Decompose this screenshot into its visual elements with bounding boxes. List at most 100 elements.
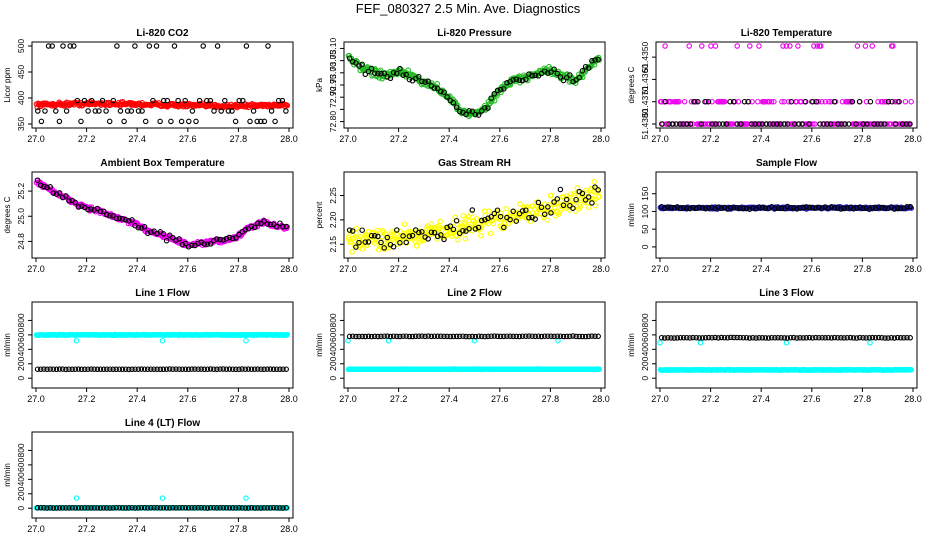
data-point — [88, 366, 94, 372]
chart-temperature: Li-820 Temperature degrees C 27.0 27.2 27.4 2… — [627, 28, 922, 144]
data-point — [519, 77, 526, 84]
chart-title: Sample Flow — [756, 158, 817, 169]
data-point — [82, 366, 88, 373]
data-point — [280, 223, 286, 230]
data-point — [38, 118, 45, 125]
data-point — [591, 178, 597, 185]
data-point — [850, 206, 857, 212]
data-point — [409, 232, 416, 239]
x-tick-label: 27.8 — [542, 134, 560, 144]
data-point — [582, 197, 589, 203]
y-tick-label: 600 — [16, 458, 26, 472]
data-point — [491, 333, 498, 339]
data-point — [557, 74, 564, 80]
data-point — [504, 333, 510, 339]
y-tick-label: 73.10 — [328, 38, 338, 60]
data-point — [774, 121, 780, 127]
data-point — [724, 206, 731, 212]
y-tick-label: 600 — [640, 328, 650, 342]
series-scan-samples — [658, 203, 913, 212]
series-2-5-min-average — [33, 495, 291, 511]
data-point — [236, 505, 242, 511]
data-point — [901, 205, 907, 211]
data-point — [50, 190, 57, 196]
data-point — [817, 121, 823, 127]
data-point — [258, 118, 264, 125]
data-point — [567, 333, 573, 340]
data-point — [544, 217, 551, 223]
data-point — [277, 505, 283, 511]
data-point — [144, 505, 151, 511]
data-point — [699, 335, 706, 341]
data-point — [378, 333, 384, 340]
data-point — [138, 225, 145, 231]
data-point — [277, 220, 283, 226]
data-point — [94, 205, 101, 212]
data-point — [261, 218, 267, 224]
y-tick-label: 800 — [16, 443, 26, 457]
data-point — [44, 366, 50, 373]
plot-frame — [655, 171, 918, 259]
data-point — [255, 505, 261, 511]
y-tick-label: 800 — [16, 313, 26, 327]
x-tick-label: 27.4 — [440, 264, 458, 274]
data-point — [718, 205, 725, 212]
data-point — [902, 98, 909, 105]
data-point — [850, 335, 857, 341]
data-point — [460, 212, 466, 219]
data-point — [816, 204, 822, 211]
x-tick-label: 27.8 — [230, 134, 248, 144]
data-point — [78, 366, 85, 373]
data-point — [394, 70, 400, 77]
data-point — [353, 244, 359, 250]
data-point — [218, 108, 224, 114]
data-point — [872, 335, 879, 341]
data-point — [225, 108, 232, 114]
data-point — [690, 334, 696, 341]
data-point — [536, 210, 543, 217]
data-point — [666, 121, 672, 127]
data-point — [78, 203, 85, 209]
data-point — [813, 334, 819, 341]
data-point — [677, 334, 684, 341]
data-point — [63, 366, 69, 373]
data-point — [66, 505, 72, 511]
data-point — [853, 205, 860, 211]
data-point — [529, 333, 535, 339]
data-point — [882, 205, 888, 211]
data-point — [126, 217, 132, 224]
series-scan-samples — [346, 333, 601, 340]
data-point — [273, 223, 280, 230]
data-point — [422, 79, 428, 85]
x-tick-label: 27.6 — [491, 134, 509, 144]
plot-frame — [31, 301, 294, 389]
data-point — [563, 196, 570, 203]
data-point — [797, 205, 803, 211]
data-point — [463, 333, 469, 340]
data-point — [141, 366, 148, 372]
data-point — [564, 71, 570, 77]
series-2-5-min-average — [657, 340, 915, 373]
data-point — [800, 204, 806, 211]
data-point — [784, 335, 791, 341]
chart-title: Line 3 Flow — [759, 288, 814, 299]
data-point — [535, 333, 542, 339]
data-point — [377, 67, 384, 74]
data-point — [381, 333, 387, 339]
data-point — [746, 206, 753, 212]
data-point — [41, 505, 47, 511]
data-point — [763, 98, 769, 105]
data-point — [680, 204, 687, 211]
data-point — [790, 334, 797, 341]
data-point — [66, 198, 72, 204]
data-point — [75, 366, 82, 372]
data-point — [88, 97, 95, 104]
data-point — [693, 334, 699, 341]
data-point — [413, 243, 420, 249]
data-point — [195, 366, 201, 372]
data-point — [189, 505, 195, 511]
data-point — [419, 78, 425, 85]
chart-title: Li-820 Temperature — [741, 28, 833, 39]
data-point — [200, 43, 206, 49]
data-point — [743, 334, 750, 341]
